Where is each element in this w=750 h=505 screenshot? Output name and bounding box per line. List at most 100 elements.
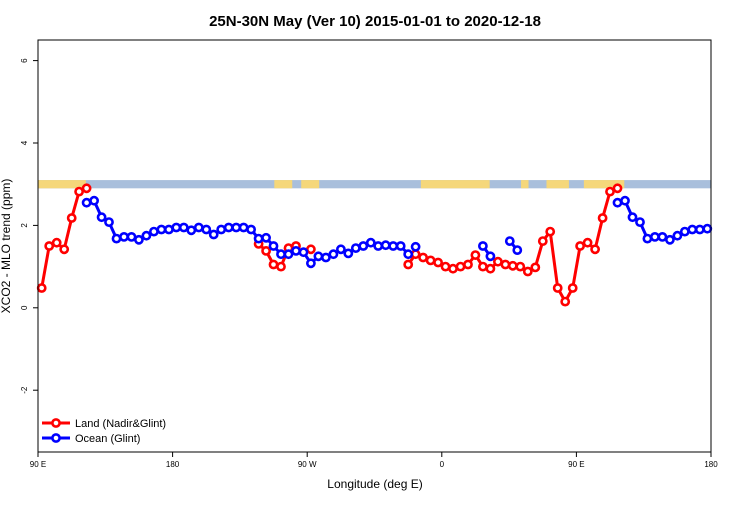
data-point	[650, 231, 660, 242]
data-point	[687, 224, 698, 235]
data-point	[702, 223, 713, 234]
data-point	[672, 230, 683, 241]
data-point	[537, 236, 548, 246]
data-point	[694, 224, 705, 235]
land-mask-segment	[420, 180, 490, 189]
x-tick-label: 0	[440, 460, 445, 469]
data-point	[477, 261, 488, 272]
data-point	[178, 222, 189, 233]
data-point	[268, 241, 279, 251]
data-point	[492, 256, 503, 267]
data-point	[485, 251, 496, 262]
y-tick-label: 6	[20, 58, 29, 63]
plot-frame	[37, 39, 712, 453]
legend: Land (Nadir&Glint) Ocean (Glint)	[42, 418, 166, 445]
data-point	[597, 213, 608, 223]
data-point	[403, 249, 414, 260]
data-point	[358, 241, 369, 251]
land-mask-segment	[301, 180, 320, 189]
data-point	[512, 245, 523, 255]
series-line	[40, 186, 88, 289]
ocean-mask-band	[38, 180, 711, 189]
data-point	[522, 266, 533, 277]
x-tick-label: 180	[166, 460, 180, 469]
legend-label: Ocean (Glint)	[75, 433, 140, 445]
data-point	[148, 226, 159, 237]
data-point	[403, 259, 414, 270]
data-point	[635, 217, 645, 227]
x-tick-label: 90 E	[30, 460, 46, 469]
data-point	[612, 197, 623, 208]
data-point	[81, 183, 92, 194]
legend-item-ocean: Ocean (Glint)	[42, 433, 140, 445]
data-point	[193, 222, 204, 233]
data-point	[418, 252, 428, 263]
data-point	[373, 241, 384, 251]
data-point	[627, 212, 638, 223]
data-point	[350, 243, 361, 253]
data-point	[104, 217, 114, 227]
legend-swatch-point	[51, 433, 61, 443]
data-point	[477, 241, 488, 251]
data-point	[485, 263, 496, 274]
data-point	[500, 259, 511, 270]
y-tick-label: -2	[20, 386, 29, 394]
data-point	[657, 231, 668, 242]
data-point	[133, 234, 144, 245]
land-mask-segment	[546, 180, 569, 189]
data-point	[463, 259, 473, 270]
data-point	[253, 233, 264, 244]
data-point	[504, 236, 515, 246]
data-point	[665, 234, 675, 245]
data-point	[365, 237, 376, 248]
data-point	[276, 249, 286, 260]
data-point	[410, 241, 421, 252]
data-point	[201, 224, 212, 235]
legend-label: Land (Nadir&Glint)	[75, 418, 166, 430]
data-point	[276, 261, 286, 272]
x-tick-label: 90 E	[568, 460, 584, 469]
series-layer	[36, 183, 713, 307]
data-point	[395, 241, 406, 251]
land-mask-segment	[583, 180, 625, 189]
data-point	[582, 237, 593, 248]
y-tick-label: 2	[20, 223, 29, 228]
land-mask-segment	[521, 180, 529, 189]
data-point	[320, 252, 331, 263]
data-point	[343, 248, 354, 259]
data-point	[261, 232, 271, 243]
data-point	[66, 213, 77, 223]
data-point	[545, 226, 556, 237]
chart-title: 25N-30N May (Ver 10) 2015-01-01 to 2020-…	[209, 13, 541, 30]
data-point	[328, 249, 339, 260]
data-point	[552, 283, 563, 293]
legend-swatch-point	[51, 418, 61, 428]
y-tick-label: 0	[20, 305, 29, 310]
data-point	[171, 222, 182, 233]
data-point	[305, 258, 316, 269]
series-land	[36, 183, 623, 307]
y-axis-label: XCO2 - MLO trend (ppm)	[0, 179, 13, 314]
data-point	[119, 231, 129, 242]
x-tick-label: 90 W	[298, 460, 317, 469]
axes-layer: 90 E 180 90 W 0 90 E 180 -2 0 2 4 6	[20, 39, 718, 469]
series-ocean	[81, 195, 713, 269]
land-mask-segment	[274, 180, 293, 189]
y-tick-label: 4	[20, 140, 29, 145]
data-point	[590, 244, 600, 255]
data-point	[223, 222, 234, 233]
data-point	[380, 240, 391, 251]
data-point	[567, 283, 578, 293]
data-point	[81, 197, 92, 208]
data-point	[59, 244, 70, 255]
data-point	[163, 224, 174, 235]
data-point	[111, 233, 122, 244]
data-point	[515, 261, 526, 272]
data-point	[141, 230, 152, 241]
x-axis-label: Longitude (deg E)	[327, 477, 422, 491]
land-ocean-mask-strip	[38, 180, 711, 189]
data-point	[268, 259, 279, 270]
data-point	[575, 241, 585, 251]
data-point	[313, 251, 324, 262]
